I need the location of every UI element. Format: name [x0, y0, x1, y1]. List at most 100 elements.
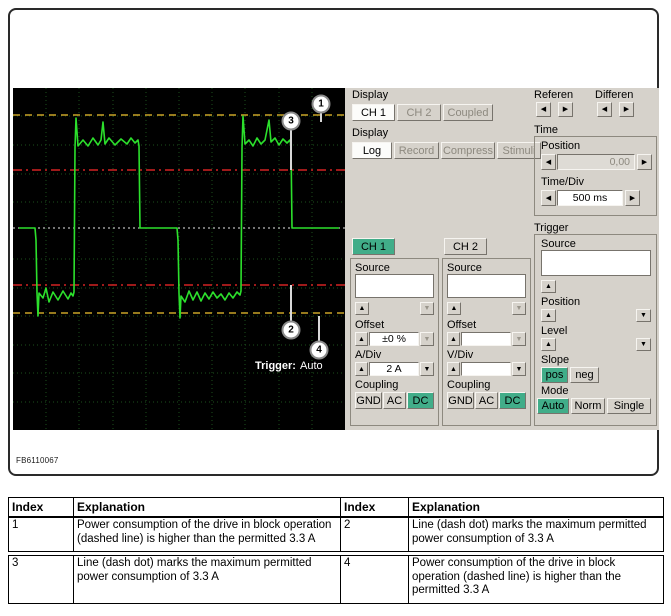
time-div-decrease-button[interactable]: ◀	[541, 190, 556, 206]
mode-norm-button[interactable]: Norm	[571, 398, 605, 414]
trigger-position-down-button[interactable]: ▼	[636, 309, 651, 322]
ch1-offset-up-button[interactable]: ▲	[355, 332, 368, 346]
ch2-gnd-button[interactable]: GND	[447, 392, 474, 409]
down-arrow-icon: ▼	[515, 335, 523, 343]
ch1-source-box[interactable]	[355, 274, 434, 298]
explanation-cell: Power consumption of the drive in block …	[73, 516, 341, 553]
right-arrow-icon: ▶	[641, 158, 648, 166]
callout-3-number: 3	[288, 116, 294, 127]
difference-prev-button[interactable]: ◀	[597, 102, 612, 117]
ch1-display-button[interactable]: CH 1	[352, 104, 395, 121]
reference-label: Referen	[534, 89, 574, 101]
ch2-vdiv-label: V/Div	[447, 349, 474, 361]
up-arrow-icon: ▲	[450, 335, 457, 343]
ch1-gnd-button[interactable]: GND	[355, 392, 382, 409]
down-arrow-icon: ▼	[423, 305, 431, 312]
ch1-adiv-dropdown-button[interactable]: ▼	[420, 362, 434, 376]
ch2-vdiv-up-button[interactable]: ▲	[447, 362, 460, 376]
time-position-increase-button[interactable]: ▶	[637, 154, 652, 170]
ch1-group-box	[350, 258, 439, 426]
explanation-cell: Line (dash dot) marks the maximum permit…	[73, 555, 341, 604]
ch1-dc-button[interactable]: DC	[407, 392, 434, 409]
record-button[interactable]: Record	[394, 142, 439, 159]
trigger-level-down-button[interactable]: ▼	[636, 338, 651, 351]
header-explanation-left: Explanation	[73, 497, 341, 519]
trigger-position-label: Position	[541, 296, 581, 308]
ch2-display-button[interactable]: CH 2	[397, 104, 441, 121]
mode-auto-button[interactable]: Auto	[537, 398, 569, 414]
trigger-level-up-button[interactable]: ▲	[541, 338, 556, 351]
callout-4-circle	[309, 340, 329, 360]
down-arrow-icon: ▼	[515, 365, 523, 373]
table-header-row: Index Explanation Index Explanation	[8, 497, 664, 519]
table-row: 3 Line (dash dot) marks the maximum perm…	[8, 555, 664, 604]
index-cell: 4	[340, 555, 409, 604]
mode-single-button[interactable]: Single	[607, 398, 651, 414]
ch1-offset-field[interactable]: ±0 %	[369, 332, 419, 346]
trigger-group-box	[534, 234, 657, 426]
up-arrow-icon: ▲	[358, 365, 365, 373]
trigger-slope-label: Slope	[541, 354, 570, 366]
stimuli-button[interactable]: Stimuli	[497, 142, 541, 159]
compress-button[interactable]: Compress	[441, 142, 495, 159]
log-button[interactable]: Log	[352, 142, 392, 159]
right-arrow-icon: ▶	[629, 194, 636, 202]
time-position-decrease-button[interactable]: ◀	[541, 154, 556, 170]
callout-2-number: 2	[288, 325, 294, 336]
callout-1-circle	[311, 94, 331, 114]
time-div-field[interactable]: 500 ms	[557, 190, 623, 206]
ch1-adiv-up-button[interactable]: ▲	[355, 362, 368, 376]
ch2-source-up-button[interactable]: ▲	[447, 302, 461, 315]
header-explanation-right: Explanation	[408, 497, 664, 519]
right-arrow-icon: ▶	[562, 106, 569, 113]
ch1-offset-dropdown-button[interactable]: ▼	[420, 332, 434, 346]
slope-neg-button[interactable]: neg	[570, 367, 599, 383]
explanation-cell: Line (dash dot) marks the maximum permit…	[408, 516, 664, 553]
ch2-offset-field[interactable]	[461, 332, 511, 346]
header-index-right: Index	[340, 497, 409, 519]
trigger-group-label: Trigger	[534, 222, 569, 234]
header-index-left: Index	[8, 497, 74, 519]
ch2-ac-button[interactable]: AC	[475, 392, 498, 409]
callout-3-circle	[281, 111, 301, 131]
coupled-display-button[interactable]: Coupled	[443, 104, 493, 121]
trigger-source-box[interactable]	[541, 250, 651, 276]
ch2-offset-up-button[interactable]: ▲	[447, 332, 460, 346]
ch1-source-up-button[interactable]: ▲	[355, 302, 369, 315]
up-arrow-icon: ▲	[545, 341, 552, 348]
time-position-field[interactable]: 0,00	[557, 154, 635, 170]
ch1-adiv-field[interactable]: 2 A	[369, 362, 419, 376]
time-div-increase-button[interactable]: ▶	[625, 190, 640, 206]
trigger-position-up-button[interactable]: ▲	[541, 309, 556, 322]
ch2-source-box[interactable]	[447, 274, 526, 298]
down-arrow-icon: ▼	[640, 341, 647, 348]
ch1-coupling-label: Coupling	[355, 379, 399, 391]
up-arrow-icon: ▲	[545, 312, 552, 319]
ch2-vdiv-field[interactable]	[461, 362, 511, 376]
difference-label: Differen	[595, 89, 634, 101]
tab-ch2[interactable]: CH 2	[444, 238, 487, 255]
ch1-source-label: Source	[355, 262, 390, 274]
explanation-cell: Power consumption of the drive in block …	[408, 555, 664, 604]
reference-prev-button[interactable]: ◀	[536, 102, 551, 117]
ch1-source-dropdown-button[interactable]: ▼	[420, 302, 434, 315]
ch2-dc-button[interactable]: DC	[499, 392, 526, 409]
left-arrow-icon: ◀	[545, 158, 552, 166]
trigger-source-up-button[interactable]: ▲	[541, 280, 556, 293]
down-arrow-icon: ▼	[423, 335, 431, 343]
up-arrow-icon: ▲	[545, 283, 552, 290]
tab-ch1[interactable]: CH 1	[352, 238, 395, 255]
current-trace	[19, 115, 339, 319]
reference-next-button[interactable]: ▶	[558, 102, 573, 117]
ch2-source-dropdown-button[interactable]: ▼	[512, 302, 526, 315]
ch2-vdiv-dropdown-button[interactable]: ▼	[512, 362, 526, 376]
time-group-label: Time	[534, 124, 559, 136]
ch1-ac-button[interactable]: AC	[383, 392, 406, 409]
table-row: 1 Power consumption of the drive in bloc…	[8, 516, 664, 553]
slope-pos-button[interactable]: pos	[541, 367, 568, 383]
difference-next-button[interactable]: ▶	[619, 102, 634, 117]
down-arrow-icon: ▼	[515, 305, 523, 312]
down-arrow-icon: ▼	[423, 365, 431, 373]
ch2-source-label: Source	[447, 262, 482, 274]
ch2-offset-dropdown-button[interactable]: ▼	[512, 332, 526, 346]
